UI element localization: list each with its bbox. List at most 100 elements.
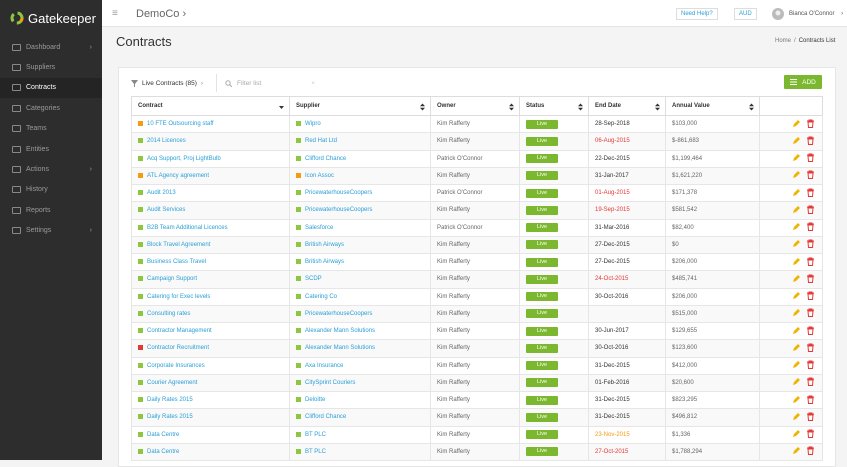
contract-link[interactable]: Daily Rates 2015 — [147, 414, 193, 421]
contract-link[interactable]: Data Centre — [147, 431, 180, 438]
supplier-link[interactable]: Catering Co — [305, 293, 338, 300]
row-actions[interactable] — [792, 257, 816, 266]
delete-icon[interactable] — [807, 239, 814, 249]
contract-link[interactable]: Catering for Exec levels — [147, 293, 211, 300]
nav-item[interactable]: Entities — [0, 139, 102, 159]
edit-icon[interactable] — [793, 240, 800, 248]
edit-icon[interactable] — [793, 171, 800, 179]
nav-item[interactable]: Contracts — [0, 77, 102, 98]
delete-icon[interactable] — [807, 119, 814, 128]
contract-link[interactable]: 10 FTE Outsourcing staff — [147, 121, 214, 128]
contract-link[interactable]: Acq Support, Proj LightBulb — [147, 155, 221, 162]
contract-link[interactable]: Business Class Travel — [147, 259, 207, 266]
row-actions[interactable] — [792, 343, 816, 352]
delete-icon[interactable] — [807, 205, 814, 214]
row-actions[interactable] — [792, 308, 816, 318]
delete-icon[interactable] — [807, 257, 814, 266]
delete-icon[interactable] — [807, 343, 814, 352]
row-actions[interactable] — [792, 429, 816, 439]
row-actions[interactable] — [792, 274, 816, 283]
supplier-link[interactable]: British Airways — [305, 241, 345, 248]
edit-icon[interactable] — [793, 395, 800, 403]
supplier-link[interactable]: Icon Assoc — [305, 172, 335, 179]
breadcrumb-home[interactable]: Home — [775, 38, 792, 44]
column-header[interactable]: Status — [519, 96, 589, 116]
row-actions[interactable] — [792, 119, 816, 128]
row-actions[interactable] — [792, 412, 816, 421]
contract-link[interactable]: Corporate Insurances — [147, 362, 205, 369]
row-actions[interactable] — [792, 170, 816, 180]
row-actions[interactable] — [792, 153, 816, 163]
contract-link[interactable]: Contractor Management — [147, 328, 212, 335]
edit-icon[interactable] — [793, 188, 800, 196]
supplier-link[interactable]: SCDP — [305, 276, 322, 283]
column-header[interactable]: Contract — [131, 96, 290, 116]
supplier-link[interactable]: PricewaterhouseCoopers — [305, 190, 373, 197]
delete-icon[interactable] — [807, 377, 814, 387]
supplier-link[interactable]: PricewaterhouseCoopers — [305, 207, 373, 214]
row-actions[interactable] — [792, 291, 816, 301]
delete-icon[interactable] — [807, 446, 814, 456]
currency[interactable]: AUD — [734, 0, 757, 27]
add-button[interactable]: ADD — [784, 75, 822, 89]
supplier-link[interactable]: Alexander Mann Solutions — [305, 328, 376, 335]
supplier-link[interactable]: Axa Insurance — [305, 362, 344, 369]
menu-toggle[interactable]: ≡ — [112, 8, 118, 19]
edit-icon[interactable] — [793, 257, 800, 265]
filter-menu[interactable]: Live Contracts (85) › — [131, 77, 203, 89]
row-actions[interactable] — [792, 239, 816, 249]
delete-icon[interactable] — [807, 360, 814, 370]
edit-icon[interactable] — [793, 430, 800, 438]
edit-icon[interactable] — [793, 309, 800, 317]
edit-icon[interactable] — [793, 223, 800, 231]
contract-link[interactable]: Courier Agreement — [147, 379, 198, 386]
nav-item[interactable]: Actions › — [0, 159, 102, 179]
user-menu[interactable]: Bianca O'Connor › — [772, 0, 843, 27]
search-box[interactable]: Filter list × — [225, 77, 315, 89]
supplier-link[interactable]: Clifford Chance — [305, 155, 347, 162]
edit-icon[interactable] — [793, 154, 800, 162]
contract-link[interactable]: Audit Services — [147, 207, 186, 214]
row-actions[interactable] — [792, 446, 816, 456]
supplier-link[interactable]: BT PLC — [305, 448, 326, 455]
edit-icon[interactable] — [793, 136, 800, 144]
contract-link[interactable]: Contractor Recruitment — [147, 345, 210, 352]
row-actions[interactable] — [792, 136, 816, 145]
nav-item[interactable]: Settings › — [0, 221, 102, 241]
nav-item[interactable]: History — [0, 180, 102, 200]
row-actions[interactable] — [792, 222, 816, 232]
supplier-link[interactable]: PricewaterhouseCoopers — [305, 310, 373, 317]
supplier-link[interactable]: BT PLC — [305, 431, 326, 438]
delete-icon[interactable] — [807, 412, 814, 421]
edit-icon[interactable] — [793, 378, 800, 386]
column-header[interactable]: End Date — [588, 96, 666, 116]
nav-item[interactable]: Teams — [0, 119, 102, 139]
edit-icon[interactable] — [793, 412, 800, 420]
contract-link[interactable]: Consulting rates — [147, 310, 191, 317]
nav-item[interactable]: Dashboard › — [0, 37, 102, 57]
delete-icon[interactable] — [807, 222, 814, 232]
nav-item[interactable]: Reports — [0, 200, 102, 220]
column-header[interactable]: Owner — [430, 96, 520, 116]
contract-link[interactable]: Block Travel Agreement — [147, 241, 211, 248]
row-actions[interactable] — [792, 188, 816, 197]
company[interactable]: DemoCo › — [136, 7, 187, 20]
contract-link[interactable]: Audit 2013 — [147, 190, 176, 197]
contract-link[interactable]: ATL Agency agreement — [147, 172, 210, 179]
delete-icon[interactable] — [807, 136, 814, 145]
delete-icon[interactable] — [807, 291, 814, 301]
logo[interactable]: Gatekeeper — [10, 8, 96, 28]
row-actions[interactable] — [792, 395, 816, 404]
row-actions[interactable] — [792, 326, 816, 335]
delete-icon[interactable] — [807, 395, 814, 404]
supplier-link[interactable]: CitySprint Couriers — [305, 379, 356, 386]
edit-icon[interactable] — [793, 447, 800, 455]
row-actions[interactable] — [792, 360, 816, 370]
contract-link[interactable]: Campaign Support — [147, 276, 198, 283]
row-actions[interactable] — [792, 205, 816, 214]
nav-item[interactable]: Categories — [0, 98, 102, 118]
row-actions[interactable] — [792, 377, 816, 387]
column-header[interactable]: Annual Value — [665, 96, 760, 116]
delete-icon[interactable] — [807, 326, 814, 335]
supplier-link[interactable]: Wipro — [305, 121, 321, 128]
